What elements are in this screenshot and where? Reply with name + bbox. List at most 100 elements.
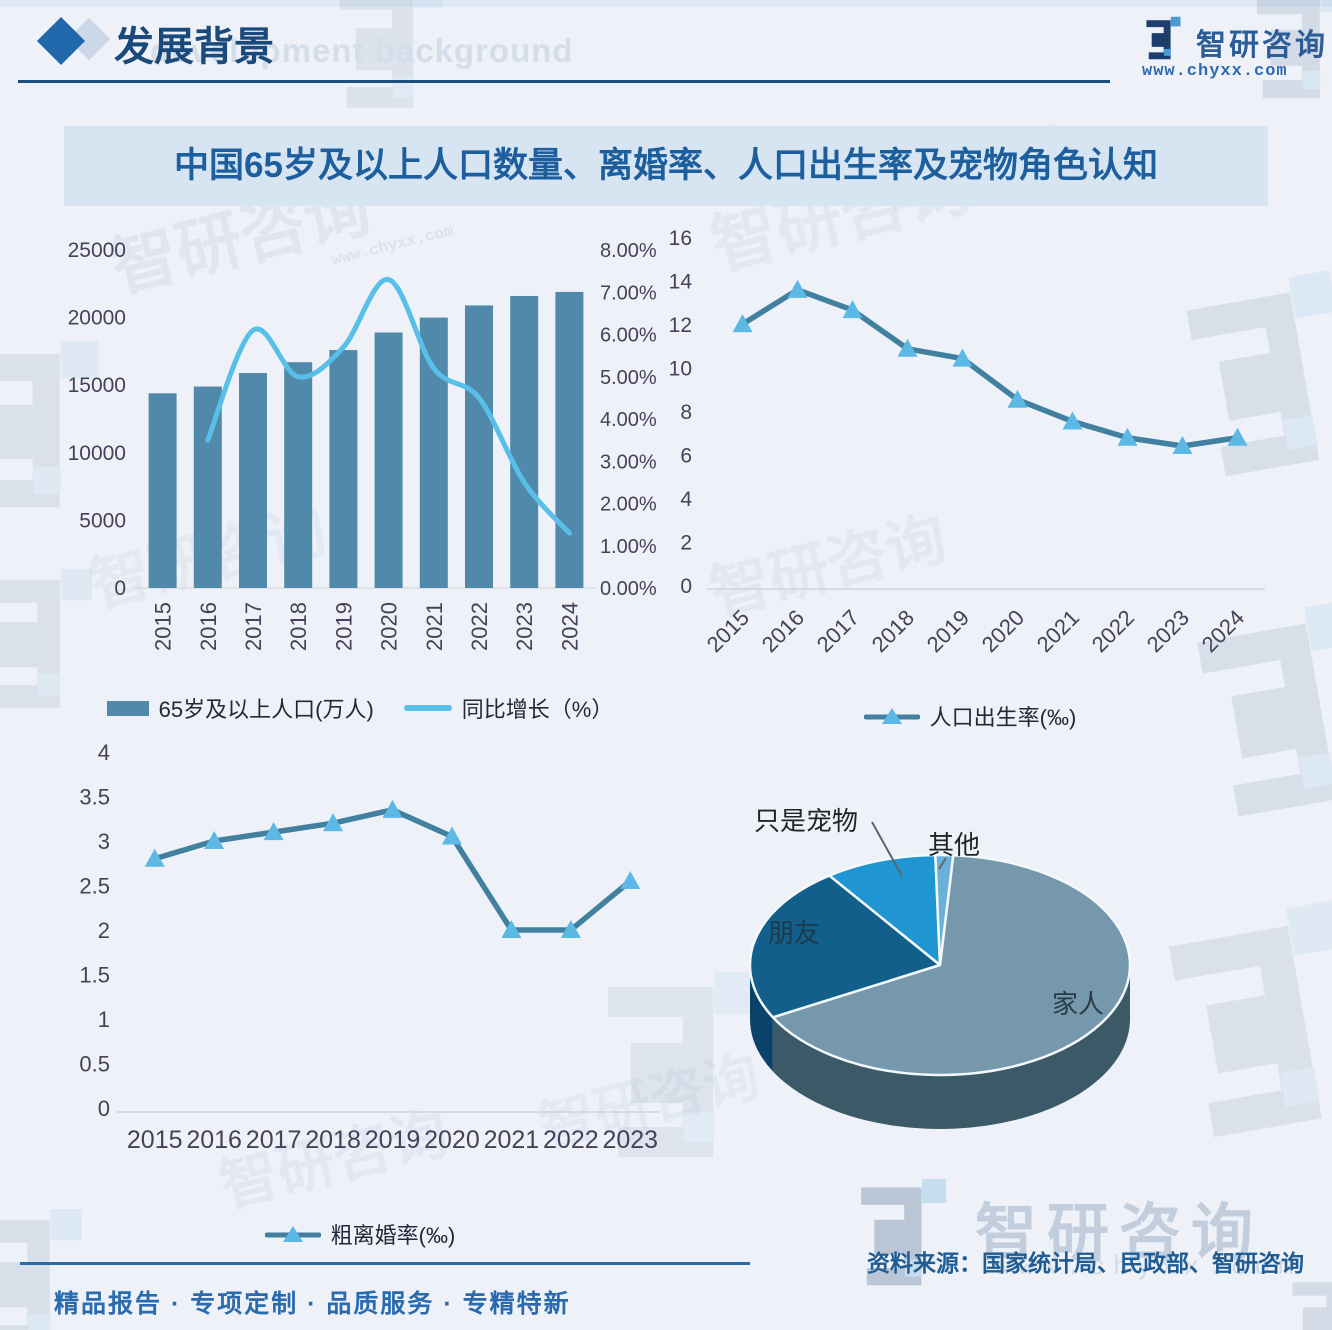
svg-text:2021: 2021: [484, 1126, 540, 1154]
legend-item-birth-rate: 人口出生率(‰): [863, 700, 1077, 732]
svg-text:0: 0: [98, 1096, 110, 1121]
svg-text:25000: 25000: [68, 239, 126, 262]
line-triangle-swatch-icon: [264, 1226, 321, 1242]
svg-text:2: 2: [98, 918, 110, 943]
svg-text:3.00%: 3.00%: [600, 451, 657, 473]
svg-text:2015: 2015: [151, 602, 176, 651]
legend-item-growth: 同比增长（%）: [403, 692, 614, 724]
svg-text:0.00%: 0.00%: [600, 578, 657, 600]
svg-text:2015: 2015: [702, 605, 754, 657]
svg-text:2016: 2016: [186, 1126, 242, 1154]
svg-text:15000: 15000: [68, 374, 126, 397]
svg-text:6.00%: 6.00%: [600, 325, 657, 347]
brand-name: 智研咨询: [1196, 29, 1328, 62]
svg-text:1: 1: [98, 1007, 110, 1032]
svg-text:1.00%: 1.00%: [600, 536, 657, 558]
page-title: 发展背景: [114, 25, 274, 69]
svg-text:0: 0: [114, 577, 126, 600]
brand-logo-icon: [1140, 14, 1186, 60]
bar-swatch-icon: [106, 700, 149, 716]
svg-text:其他: 其他: [928, 830, 980, 860]
svg-text:2017: 2017: [246, 1126, 302, 1154]
svg-text:只是宠物: 只是宠物: [754, 806, 858, 836]
svg-text:16: 16: [669, 227, 692, 250]
watermark-brand-url: www.chyxx.com: [995, 1252, 1302, 1282]
legend-label: 65岁及以上人口(万人): [158, 697, 374, 722]
svg-text:朋友: 朋友: [768, 918, 820, 948]
top-edge-strip: [0, 0, 1332, 7]
bar-line-chart-65plus-population: 0 5000 10000 15000 20000 25000 0.00% 1.00% 2.00%…: [68, 239, 657, 651]
svg-text:2: 2: [680, 532, 692, 555]
main-title: 中国65岁及以上人口数量、离婚率、人口出生率及宠物角色认知: [174, 146, 1158, 185]
line-triangle-swatch-icon: [863, 708, 920, 724]
diamond-shape: [36, 16, 86, 66]
svg-text:2016: 2016: [757, 605, 809, 657]
svg-text:4: 4: [98, 740, 110, 765]
svg-text:0.5: 0.5: [79, 1052, 110, 1077]
svg-text:5.00%: 5.00%: [600, 367, 657, 389]
svg-text:2019: 2019: [331, 602, 356, 651]
legend-birth-chart: 人口出生率(‰): [660, 700, 1280, 732]
svg-text:2023: 2023: [602, 1126, 658, 1154]
svg-text:5000: 5000: [79, 509, 126, 532]
svg-text:家人: 家人: [1052, 989, 1104, 1019]
brand-url: www.chyxx.com: [1142, 62, 1288, 81]
svg-text:2017: 2017: [812, 605, 864, 657]
svg-text:1.5: 1.5: [79, 963, 110, 988]
svg-text:2022: 2022: [543, 1126, 599, 1154]
svg-text:2020: 2020: [424, 1126, 480, 1154]
svg-text:2019: 2019: [922, 605, 974, 657]
header-divider: [18, 80, 1110, 83]
svg-text:2015: 2015: [127, 1126, 183, 1154]
svg-text:2.5: 2.5: [79, 874, 110, 899]
bottom-brand-watermark: 智研咨询 www.chyxx.com: [845, 1172, 1294, 1292]
svg-text:2020: 2020: [977, 605, 1029, 657]
footer-motto: 精品报告 · 专项定制 · 品质服务 · 专精特新: [54, 1290, 571, 1318]
svg-text:2018: 2018: [867, 605, 919, 657]
svg-text:2024: 2024: [557, 602, 582, 651]
svg-text:2022: 2022: [467, 602, 492, 651]
svg-text:2016: 2016: [196, 602, 221, 651]
section-bullet-diamond-icon: [36, 16, 120, 72]
svg-text:2023: 2023: [512, 602, 537, 651]
svg-text:8: 8: [680, 401, 692, 424]
svg-text:14: 14: [669, 271, 693, 294]
data-source-note: 资料来源：国家统计局、民政部、智研咨询: [867, 1250, 1304, 1276]
svg-text:2022: 2022: [1087, 605, 1139, 657]
svg-text:2019: 2019: [365, 1126, 421, 1154]
footer-divider: [20, 1262, 750, 1265]
legend-item-population: 65岁及以上人口(万人): [106, 692, 374, 724]
svg-text:3: 3: [98, 829, 110, 854]
svg-text:8.00%: 8.00%: [600, 240, 657, 262]
brand-block: 智研咨询 www.chyxx.com: [1140, 12, 1332, 84]
svg-text:2021: 2021: [422, 602, 447, 651]
legend-label: 粗离婚率(‰): [330, 1223, 456, 1248]
legend-label: 同比增长（%）: [461, 697, 614, 722]
legend-65plus-chart: 65岁及以上人口(万人) 同比增长（%）: [60, 692, 660, 724]
svg-text:2023: 2023: [1142, 605, 1194, 657]
svg-text:2018: 2018: [305, 1126, 361, 1154]
svg-text:2.00%: 2.00%: [600, 494, 657, 516]
watermark-brand-text: 智研咨询: [975, 1199, 1264, 1268]
svg-text:7.00%: 7.00%: [600, 282, 657, 304]
svg-text:4.00%: 4.00%: [600, 409, 657, 431]
legend-label: 人口出生率(‰): [929, 705, 1077, 730]
svg-text:2021: 2021: [1032, 605, 1084, 657]
svg-text:10000: 10000: [68, 442, 126, 465]
chart-title-banner: 中国65岁及以上人口数量、离婚率、人口出生率及宠物角色认知: [64, 126, 1268, 206]
svg-text:10: 10: [669, 358, 692, 381]
svg-text:0: 0: [680, 575, 692, 598]
svg-text:2024: 2024: [1197, 605, 1249, 657]
line-swatch-icon: [403, 705, 452, 711]
svg-text:2020: 2020: [377, 602, 402, 651]
legend-divorce-chart: 粗离婚率(‰): [60, 1218, 660, 1250]
svg-text:2017: 2017: [241, 602, 266, 651]
svg-text:20000: 20000: [68, 307, 126, 330]
svg-text:12: 12: [669, 314, 692, 337]
svg-text:2018: 2018: [286, 602, 311, 651]
svg-text:3.5: 3.5: [79, 785, 110, 810]
